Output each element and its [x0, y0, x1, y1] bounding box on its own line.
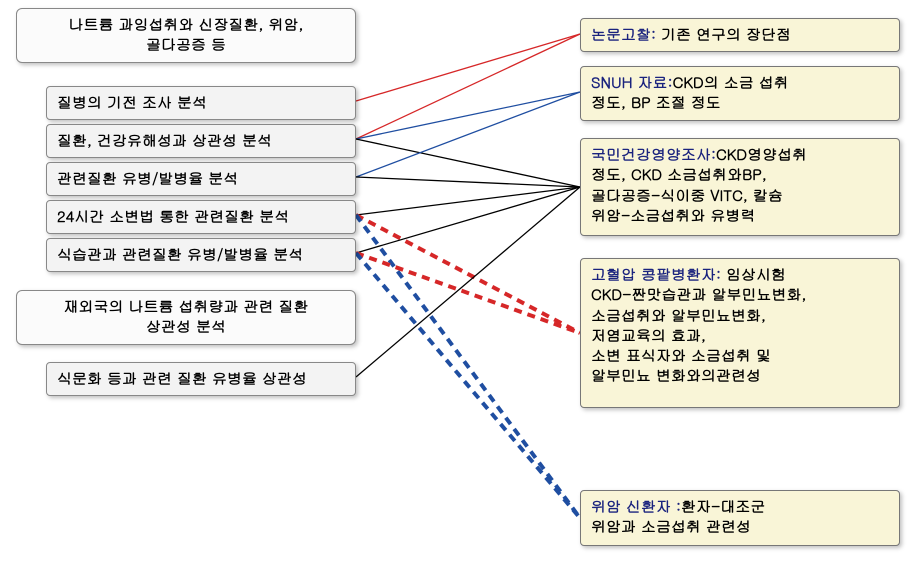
left-item-4-text: 식습관과 관련질환 유병/발병율 분석	[57, 244, 303, 265]
right-box-1: SNUH 자료:CKD의 소금 섭취정도, BP 조절 정도	[580, 66, 900, 121]
right-box-3-title: 고혈압 콩팥병환자:	[591, 264, 721, 285]
left-item-2: 관련질환 유병/발병율 분석	[46, 162, 356, 196]
right-box-4-title2: 환자-대조군	[681, 496, 765, 517]
right-box-0-content: 기존 연구의 장단점	[656, 24, 791, 45]
right-box-3-content: CKD-짠맛습관과 알부민뇨변화,소금섭취와 알부민뇨변화,저염교육의 효과,소…	[591, 285, 889, 386]
left-item-3: 24시간 소변법 통한 관련질환 분석	[46, 200, 356, 234]
right-box-3: 고혈압 콩팥병환자: 임상시험 CKD-짠맛습관과 알부민뇨변화,소금섭취와 알…	[580, 258, 900, 408]
left-item-0: 질병의 기전 조사 분석	[46, 86, 356, 120]
left-item-1: 질환, 건강유해성과 상관성 분석	[46, 124, 356, 158]
right-box-2: 국민건강영양조사:CKD영양섭취정도, CKD 소금섭취와BP,골다공증-식이중…	[580, 138, 900, 236]
right-box-4-content: 위암과 소금섭취 관련성	[591, 517, 889, 537]
left-header-2: 재외국의 나트륨 섭취량과 관련 질환상관성 분석	[16, 290, 356, 345]
right-box-4: 위암 신환자 :환자-대조군 위암과 소금섭취 관련성	[580, 490, 900, 546]
left-item-4: 식습관과 관련질환 유병/발병율 분석	[46, 238, 356, 272]
right-box-4-title: 위암 신환자 :	[591, 496, 681, 517]
left-header-2-text: 재외국의 나트륨 섭취량과 관련 질환상관성 분석	[64, 296, 309, 337]
left-item-1-text: 질환, 건강유해성과 상관성 분석	[57, 130, 272, 151]
right-box-0-title: 논문고찰:	[591, 24, 656, 45]
left-item-bottom: 식문화 등과 관련 질환 유병율 상관성	[46, 362, 356, 396]
right-box-2-title: 국민건강영양조사:	[591, 144, 716, 165]
left-header-1: 나트륨 과잉섭취와 신장질환, 위암,골다공증 등	[16, 8, 356, 63]
left-item-2-text: 관련질환 유병/발병율 분석	[57, 168, 238, 189]
left-item-0-text: 질병의 기전 조사 분석	[57, 92, 207, 113]
left-header-1-text: 나트륨 과잉섭취와 신장질환, 위암,골다공증 등	[68, 14, 303, 55]
right-box-3-title2: 임상시험	[721, 264, 786, 285]
left-item-3-text: 24시간 소변법 통한 관련질환 분석	[57, 206, 289, 227]
right-box-1-title: SNUH 자료:	[591, 72, 673, 93]
left-item-bottom-text: 식문화 등과 관련 질환 유병율 상관성	[57, 368, 307, 389]
right-box-0: 논문고찰: 기존 연구의 장단점	[580, 18, 900, 52]
